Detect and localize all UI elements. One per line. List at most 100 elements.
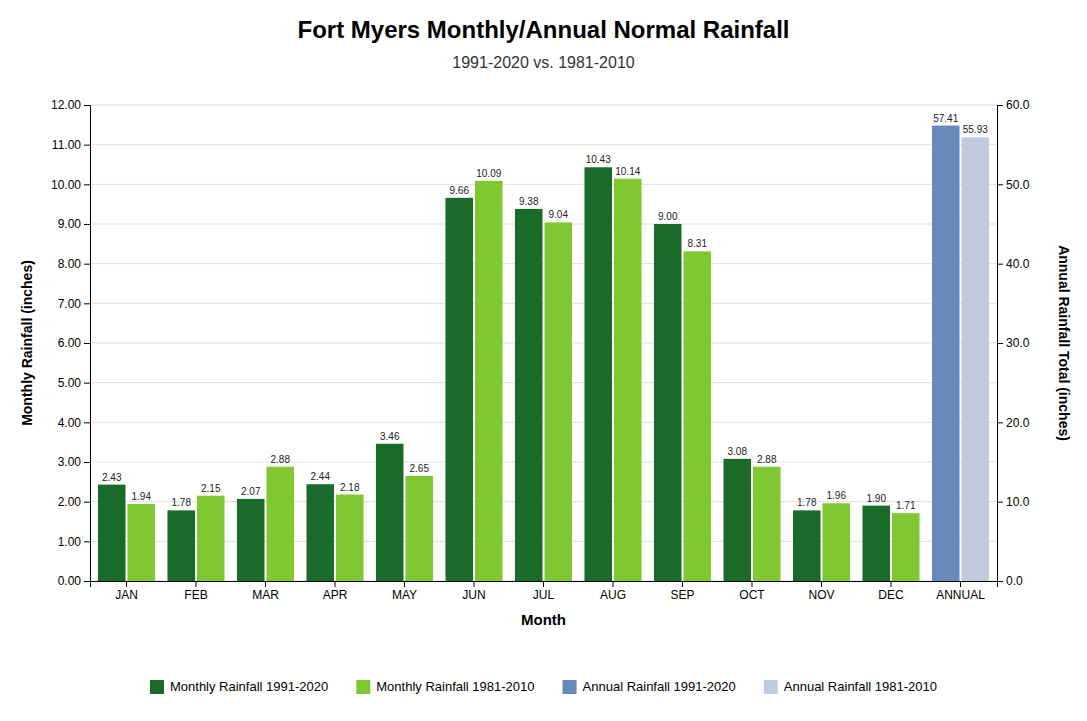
plot: 2.431.941.782.152.072.882.442.183.462.65… [19, 98, 1072, 628]
tick: AUG [600, 581, 626, 602]
tick: 60.0 [997, 98, 1030, 112]
tick-mark [997, 105, 1003, 106]
grid-line [90, 501, 997, 502]
tick: 10.0 [997, 495, 1030, 509]
bar [545, 222, 573, 581]
tick-label: JUL [533, 588, 555, 602]
bar [237, 499, 265, 581]
bar [932, 126, 960, 581]
tick: JUN [462, 581, 485, 602]
legend-swatch [764, 680, 778, 694]
legend: Monthly Rainfall 1991-2020Monthly Rainfa… [150, 679, 937, 694]
tick-mark [997, 422, 1003, 423]
bar [167, 510, 195, 581]
grid-line [90, 184, 997, 185]
legend-label: Annual Rainfall 1991-2020 [583, 679, 736, 694]
tick-mark [997, 502, 1003, 503]
data-label: 1.94 [132, 491, 152, 502]
data-label: 3.46 [380, 431, 400, 442]
tick-mark [682, 581, 683, 587]
tick: MAR [252, 581, 279, 602]
tick-label: 60.0 [1006, 98, 1030, 112]
tick: 1.00 [58, 535, 90, 549]
tick: SEP [670, 581, 694, 602]
data-label: 57.41 [933, 113, 958, 124]
tick: 7.00 [58, 297, 90, 311]
tick: 6.00 [58, 336, 90, 350]
tick-mark [84, 145, 90, 146]
tick-mark [84, 264, 90, 265]
tick-label: 0.0 [1006, 574, 1023, 588]
axis-line [91, 582, 998, 588]
tick-label: 6.00 [58, 336, 82, 350]
tick-mark [84, 343, 90, 344]
chart: Fort Myers Monthly/Annual Normal Rainfal… [0, 0, 1087, 721]
tick-label: 0.00 [58, 574, 82, 588]
bar [98, 485, 126, 581]
tick: 3.00 [58, 455, 90, 469]
subtitle: 1991-2020 vs. 1981-2010 [452, 54, 634, 71]
tick: 12.00 [51, 98, 90, 112]
data-label: 2.18 [340, 482, 360, 493]
tick: 8.00 [58, 257, 90, 271]
tick-label: 10.0 [1006, 495, 1030, 509]
tick-mark [543, 581, 544, 587]
grid-line [90, 422, 997, 423]
bar [405, 476, 433, 581]
bar [793, 510, 821, 581]
data-label: 9.66 [449, 185, 469, 196]
grid-line [90, 343, 997, 344]
y2-axis-title: Annual Rainfall Total (inches) [1056, 245, 1072, 441]
x-axis: JANFEBMARAPRMAYJUNJULAUGSEPOCTNOVDECANNU… [91, 581, 998, 602]
grid-line [90, 541, 997, 542]
tick-label: 9.00 [58, 217, 82, 231]
data-label: 10.43 [586, 154, 611, 165]
grid-line [90, 144, 997, 145]
tick-label: MAR [252, 588, 279, 602]
tick-label: JAN [115, 588, 138, 602]
y-axis: 0.001.002.003.004.005.006.007.008.009.00… [51, 98, 91, 588]
data-label: 2.15 [201, 483, 221, 494]
tick-label: 7.00 [58, 297, 82, 311]
tick-mark [126, 581, 127, 587]
tick-mark [960, 581, 961, 587]
bars [98, 126, 989, 581]
grid-line [90, 303, 997, 304]
tick-mark [84, 502, 90, 503]
tick-label: ANNUAL [936, 588, 985, 602]
bar [306, 484, 334, 581]
legend-label: Monthly Rainfall 1991-2020 [170, 679, 328, 694]
tick: 5.00 [58, 376, 90, 390]
tick: 0.0 [997, 574, 1023, 588]
tick-label: 11.00 [52, 138, 81, 152]
tick: 2.00 [58, 495, 90, 509]
bar [266, 467, 294, 581]
tick-mark [84, 383, 90, 384]
tick: 0.00 [58, 574, 90, 588]
data-labels: 2.431.941.782.152.072.882.442.183.462.65… [102, 113, 988, 512]
tick-label: 20.0 [1006, 416, 1030, 430]
tick-label: 50.0 [1006, 178, 1030, 192]
grid-line [90, 224, 997, 225]
y-axis-title: Monthly Rainfall (inches) [19, 260, 35, 426]
data-label: 3.08 [728, 446, 748, 457]
bar [962, 137, 990, 581]
data-label: 10.09 [476, 168, 501, 179]
tick-mark [997, 581, 1003, 582]
tick-mark [195, 581, 196, 587]
tick: 30.0 [997, 336, 1030, 350]
tick-mark [752, 581, 753, 587]
tick-mark [84, 303, 90, 304]
data-label: 1.78 [797, 497, 817, 508]
bar [376, 444, 404, 581]
data-label: 55.93 [963, 124, 988, 135]
legend-item: Annual Rainfall 1991-2020 [563, 679, 736, 694]
bar [475, 181, 503, 581]
data-label: 8.31 [688, 238, 708, 249]
tick-mark [84, 422, 90, 423]
tick: 50.0 [997, 178, 1030, 192]
data-label: 9.38 [519, 196, 539, 207]
tick: NOV [808, 581, 834, 602]
tick-label: JUN [462, 588, 485, 602]
tick-mark [84, 224, 90, 225]
